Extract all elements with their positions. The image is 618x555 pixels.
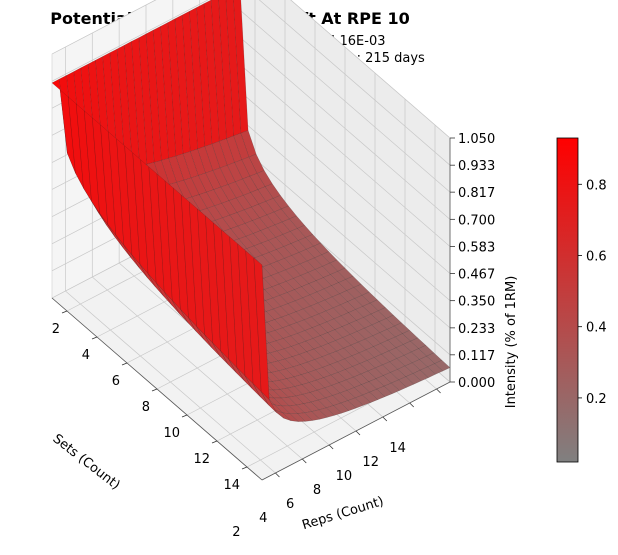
z-grid-side (239, 37, 451, 220)
z-axis-label: Intensity (% of 1RM) (504, 276, 519, 409)
y-tick-label: 10 (163, 426, 180, 441)
y-tick-mark (211, 440, 218, 444)
y-tick-label: 6 (112, 374, 120, 389)
z-grid-side (239, 145, 451, 329)
colorbar-tick-label: 0.8 (586, 178, 607, 193)
z-grid-side (239, 91, 451, 274)
y-tick-label: 8 (142, 400, 150, 415)
z-grid-side (239, 118, 451, 301)
z-tick-label: 0.233 (458, 322, 495, 337)
y-tick-label: 2 (52, 322, 60, 337)
y-tick-mark (241, 466, 248, 470)
z-tick-label: 0.467 (458, 268, 495, 283)
z-tick-label: 0.117 (458, 349, 495, 364)
z-tick-label: 0.817 (458, 186, 495, 201)
x-axis-label: Reps (Count) (300, 494, 385, 533)
y-tick-label: 12 (193, 452, 210, 467)
x-tick-mark (275, 472, 280, 478)
y-tick-label: 14 (223, 478, 240, 493)
z-grid-back (51, 0, 157, 55)
z-grid-side (258, 0, 451, 166)
z-tick-label: 0.700 (458, 213, 495, 228)
y-tick-mark (121, 362, 128, 366)
x-tick-label: 10 (336, 469, 353, 484)
colorbar-tick-label: 0.6 (586, 249, 607, 264)
x-tick-mark (328, 444, 334, 450)
z-grid-back (51, 0, 209, 82)
z-tick-label: 0.350 (458, 295, 495, 310)
z-tick-label: 0.933 (458, 159, 495, 174)
axis-ticks: 2 4 6 8 10 12 14 2 4 6 8 10 12 14 0.000 0.117 0.233 0.350… (52, 132, 496, 540)
y-tick-mark (151, 388, 158, 392)
z-grid-side (290, 0, 451, 139)
x-tick-mark (436, 388, 441, 394)
colorbar-tick-label: 0.4 (586, 321, 607, 336)
z-tick-label: 0.583 (458, 241, 495, 256)
x-tick-mark (355, 430, 361, 436)
y-axis-label: Sets (Count) (50, 431, 123, 493)
x-tick-label: 8 (313, 483, 321, 498)
x-tick-label: 14 (389, 441, 406, 456)
z-tick-label: 0.000 (458, 376, 495, 391)
colorbar: 0.2 0.4 0.6 0.8 (556, 137, 607, 463)
surface-facet (253, 257, 270, 400)
x-tick-mark (409, 402, 414, 408)
y-tick-mark (91, 336, 98, 340)
x-tick-label: 2 (232, 525, 240, 540)
x-tick-label: 4 (259, 511, 267, 526)
z-tick-label: 1.050 (458, 132, 495, 147)
x-tick-label: 12 (362, 455, 379, 470)
z-grid-side (239, 9, 451, 193)
x-tick-mark (302, 458, 307, 464)
colorbar-gradient (556, 137, 579, 463)
y-tick-label: 4 (82, 348, 90, 363)
y-tick-mark (61, 310, 68, 314)
x-tick-label: 6 (286, 497, 294, 512)
x-tick-mark (382, 416, 388, 422)
z-grid-side (239, 64, 451, 247)
intensity-surface (51, 0, 451, 422)
y-tick-mark (181, 414, 188, 418)
colorbar-tick-label: 0.2 (586, 392, 607, 407)
